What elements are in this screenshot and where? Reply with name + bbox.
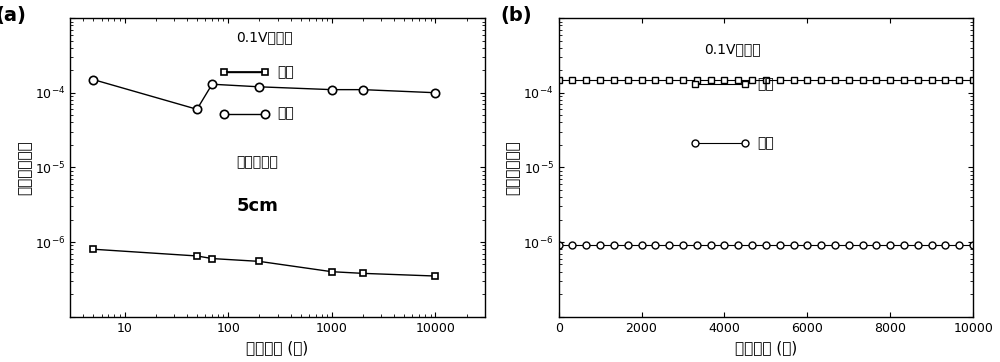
Text: 低阻: 低阻	[278, 107, 294, 121]
X-axis label: 维持时间 (秒): 维持时间 (秒)	[735, 340, 797, 355]
Text: 0.1V读电压: 0.1V读电压	[704, 42, 760, 56]
Text: 0.1V读电压: 0.1V读电压	[236, 30, 293, 44]
Y-axis label: 电流（安培）: 电流（安培）	[17, 140, 32, 195]
Y-axis label: 电流（安培）: 电流（安培）	[506, 140, 521, 195]
Text: 曲率半径：: 曲率半径：	[236, 155, 278, 169]
Text: 5cm: 5cm	[236, 197, 278, 215]
Text: (a): (a)	[0, 6, 27, 25]
Text: 低阻: 低阻	[758, 136, 774, 151]
X-axis label: 维持时间 (秒): 维持时间 (秒)	[246, 340, 309, 355]
Text: (b): (b)	[501, 6, 532, 25]
Text: 高阻: 高阻	[758, 77, 774, 91]
Text: 高阻: 高阻	[278, 65, 294, 79]
